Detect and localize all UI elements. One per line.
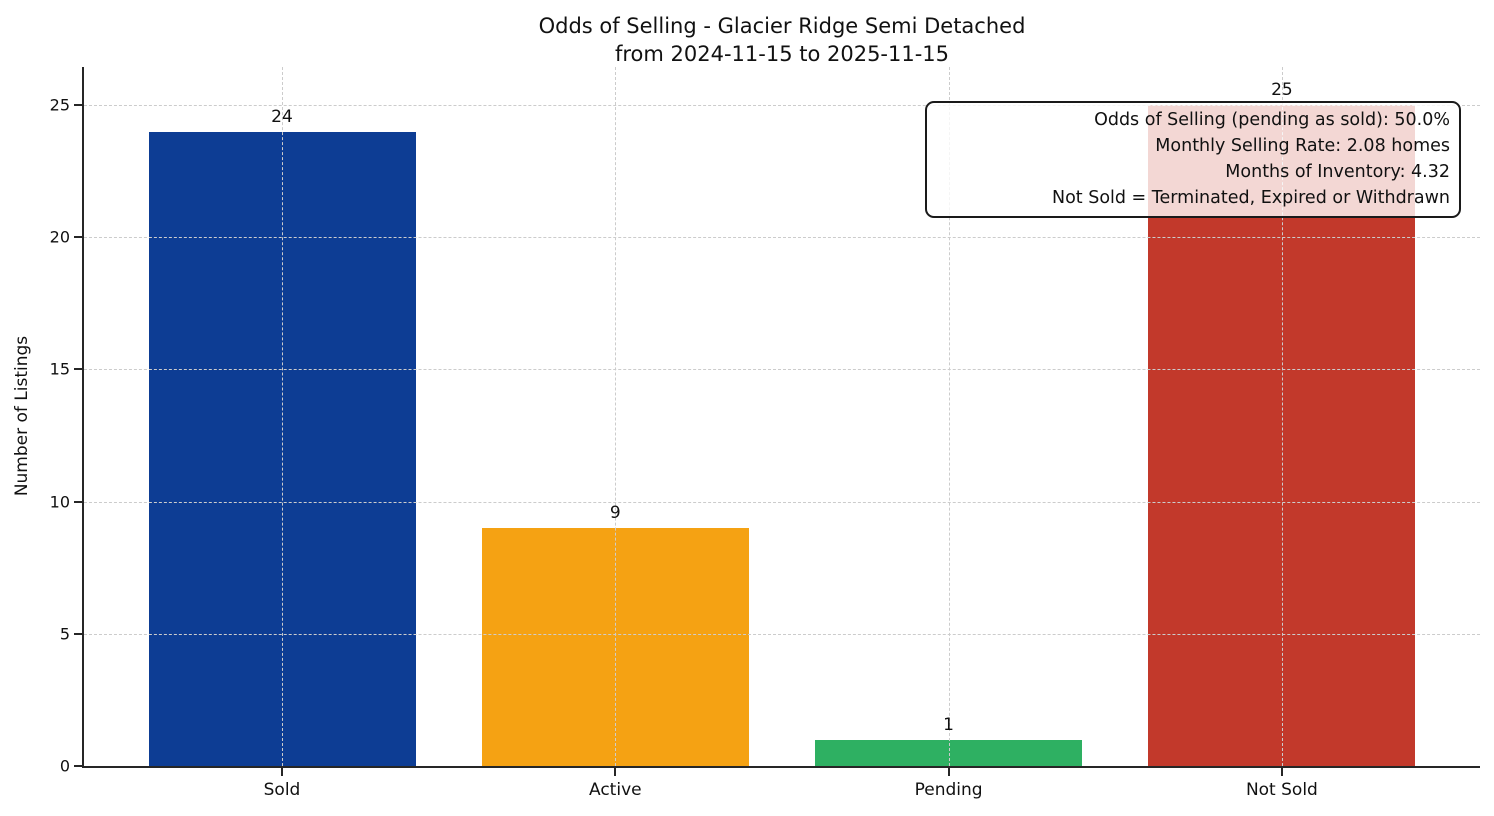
x-tick-label-not-sold: Not Sold	[1245, 780, 1318, 800]
horizontal-gridline	[84, 237, 1480, 239]
vertical-gridline	[1281, 67, 1283, 766]
x-tick-label-sold: Sold	[263, 780, 301, 800]
x-tick-mark	[1280, 768, 1283, 776]
chart-title-line-1: Odds of Selling - Glacier Ridge Semi Det…	[538, 14, 1026, 38]
x-tick-label-pending: Pending	[914, 780, 983, 800]
y-tick-mark	[74, 104, 82, 107]
annotation-months-of-inventory: Months of Inventory: 4.32	[1225, 162, 1450, 182]
vertical-gridline	[948, 67, 950, 766]
y-tick-mark	[74, 368, 82, 371]
x-tick-label-active: Active	[589, 780, 642, 800]
annotation-odds-of-selling: Odds of Selling (pending as sold): 50.0%	[1094, 110, 1450, 130]
horizontal-gridline	[84, 633, 1480, 635]
x-tick-mark	[947, 768, 950, 776]
horizontal-gridline	[84, 501, 1480, 503]
x-tick-mark	[614, 768, 617, 776]
chart-title-line-2: from 2024-11-15 to 2025-11-15	[614, 42, 950, 66]
y-tick-label: 25	[49, 95, 70, 115]
y-tick-mark	[74, 632, 82, 635]
y-tick-mark	[74, 236, 82, 239]
y-tick-label: 20	[49, 227, 70, 247]
y-axis-spine	[82, 67, 84, 768]
bar-value-label: 25	[1271, 80, 1293, 101]
y-axis-label: Number of Listings	[12, 335, 32, 497]
x-tick-mark	[281, 768, 283, 776]
horizontal-gridline	[84, 369, 1480, 371]
y-tick-label: 5	[59, 624, 70, 644]
stats-annotation-box: Odds of Selling (pending as sold): 50.0%…	[925, 101, 1461, 218]
annotation-not-sold-definition: Not Sold = Terminated, Expired or Withdr…	[1051, 188, 1450, 208]
bar-value-label: 1	[943, 714, 955, 735]
horizontal-gridline	[84, 105, 1480, 107]
vertical-gridline	[615, 67, 617, 766]
vertical-gridline	[282, 67, 283, 766]
bar-value-label: 9	[609, 503, 621, 524]
y-tick-mark	[74, 765, 82, 767]
annotation-monthly-selling-rate: Monthly Selling Rate: 2.08 homes	[1155, 136, 1450, 156]
y-tick-label: 0	[59, 756, 70, 776]
y-tick-label: 15	[49, 359, 70, 379]
y-tick-mark	[74, 500, 82, 503]
x-axis-spine	[82, 766, 1480, 768]
y-tick-label: 10	[49, 492, 70, 512]
chart-title: Odds of Selling - Glacier Ridge Semi Det…	[84, 12, 1480, 68]
bar-value-label: 24	[271, 106, 293, 127]
